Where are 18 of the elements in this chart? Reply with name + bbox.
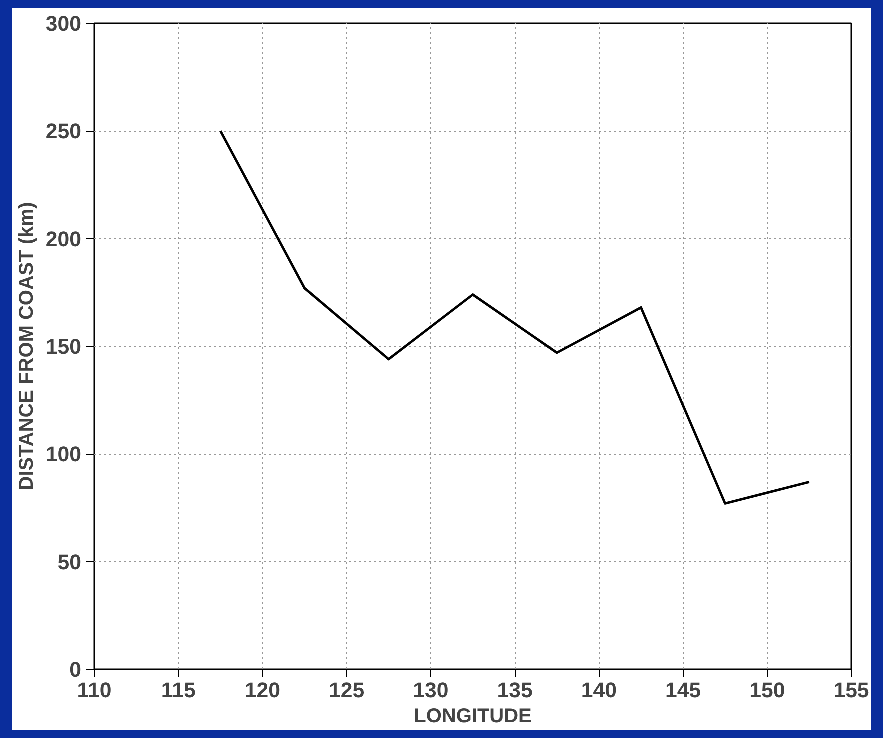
- y-tick-label: 50: [58, 550, 82, 574]
- line-series: [219, 130, 811, 505]
- y-tick-label: 200: [46, 227, 82, 252]
- x-tick-label: 125: [329, 678, 365, 702]
- x-tick-label: 130: [413, 678, 449, 702]
- y-tick-label: 250: [46, 120, 82, 144]
- y-tick-label: 300: [46, 12, 82, 36]
- y-axis-title: DISTANCE FROM COAST (km): [16, 202, 38, 491]
- x-tick-label: 145: [665, 678, 702, 702]
- x-axis-title: LONGITUDE: [414, 706, 532, 728]
- x-tick-label: 120: [244, 678, 281, 702]
- x-tick-label: 140: [581, 678, 617, 702]
- y-tick-label: 100: [46, 442, 82, 467]
- x-tick-label: 155: [834, 678, 870, 702]
- x-tick-label: 150: [750, 678, 786, 702]
- x-tick-label: 115: [161, 678, 196, 702]
- x-tick-label: 135: [497, 678, 533, 702]
- y-tick-label: 150: [46, 335, 82, 359]
